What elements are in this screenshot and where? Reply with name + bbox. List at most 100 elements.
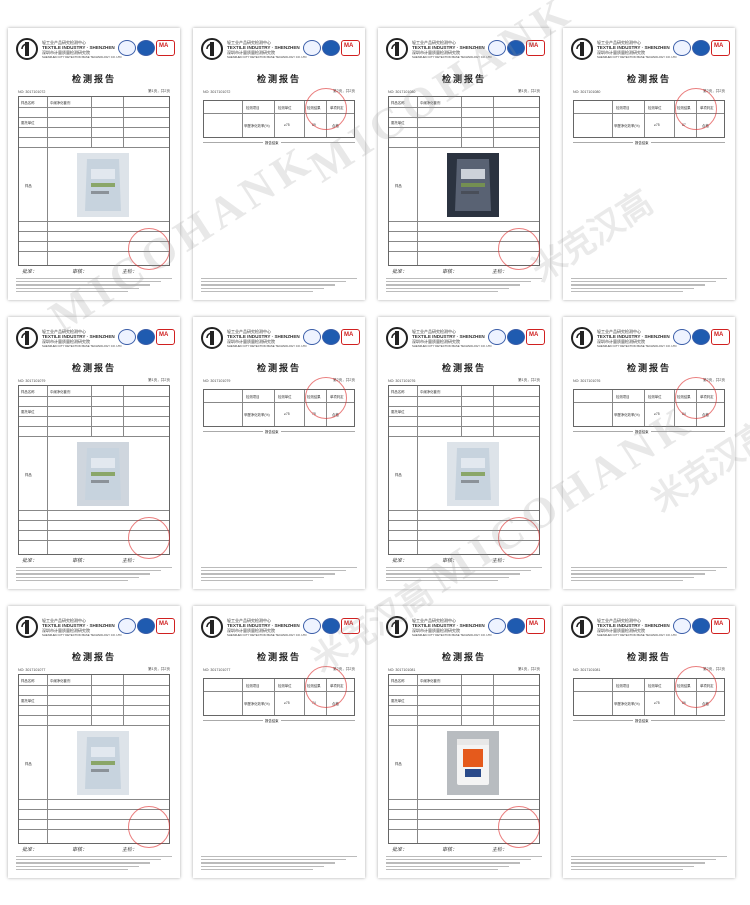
page-footer	[386, 856, 542, 874]
product-photo	[77, 731, 129, 795]
report-title: 检测报告	[256, 75, 301, 85]
footer-text-line	[201, 865, 325, 867]
accreditation-marks: MA	[673, 40, 730, 56]
org-name: 轻工业产品研究检测中心 TEXTILE INDUSTRY · SHENZHEN 深圳…	[227, 40, 307, 60]
report-number: NO: 3017101079	[203, 379, 231, 383]
footer-text-line	[201, 284, 336, 286]
cell-unit: ≥75	[654, 412, 660, 416]
footer-text-line	[571, 290, 684, 292]
report-header: 轻工业产品研究检测中心 TEXTILE INDUSTRY · SHENZHEN 深圳…	[386, 327, 545, 353]
org-name: 轻工业产品研究检测中心 TEXTILE INDUSTRY · SHENZHEN 深圳…	[227, 329, 307, 349]
ma-badge-text: MA	[159, 43, 169, 49]
table-row	[204, 113, 354, 114]
table-row	[19, 685, 169, 686]
table-row	[389, 221, 539, 222]
table-row	[19, 107, 169, 108]
footer-text-line	[16, 570, 162, 572]
client-label: 委托单位	[391, 410, 405, 414]
sample-info-table: 样品名称 中阑净化套剂 委托单位 样品	[388, 385, 540, 555]
page-indicator: 第1页，共2页	[518, 667, 540, 671]
report-title: 检测报告	[626, 75, 671, 85]
table-row	[389, 530, 539, 531]
sample-info-table: 样品名称 中阑净化套剂 委托单位 样品	[388, 96, 540, 266]
center-logo-icon	[16, 38, 38, 60]
table-row	[389, 406, 539, 407]
page-indicator: 第2页，共2页	[703, 378, 725, 382]
report-number: NO: 3017101081	[388, 668, 416, 672]
ma-badge-text: MA	[714, 43, 724, 49]
table-divider	[644, 101, 645, 137]
report-title: 检测报告	[441, 364, 486, 374]
org-sub-en: SHENZHEN CITY DETECTION BASE TECHNOLOGY …	[412, 344, 492, 348]
table-row	[19, 137, 169, 138]
table-divider	[91, 675, 92, 725]
footer-text-line	[571, 862, 706, 864]
table-row	[19, 725, 169, 726]
org-name-cn: 轻工业产品研究检测中心	[597, 40, 641, 45]
ma-badge-icon: MA	[156, 40, 175, 56]
table-row	[19, 406, 169, 407]
center-logo-icon	[386, 616, 408, 638]
cell-item: 甲醛净化效率(%)	[614, 124, 640, 128]
org-name-en: TEXTILE INDUSTRY · SHENZHEN	[597, 334, 670, 339]
table-row	[389, 436, 539, 437]
org-name-cn: 轻工业产品研究检测中心	[42, 40, 86, 45]
footer-text-line	[386, 579, 499, 581]
page-indicator: 第1页，共2页	[148, 89, 170, 93]
sample-photo-label: 样品	[25, 762, 32, 766]
accreditation-marks: MA	[673, 618, 730, 634]
accreditation-marks: MA	[118, 618, 175, 634]
cell-unit: ≥75	[654, 123, 660, 127]
org-sub-en: SHENZHEN CITY DETECTION BASE TECHNOLOGY …	[227, 633, 307, 637]
sample-label: 样品名称	[391, 679, 405, 683]
client-label: 委托单位	[21, 121, 35, 125]
page-indicator: 第1页，共2页	[518, 378, 540, 382]
page-indicator: 第2页，共2页	[703, 89, 725, 93]
table-divider	[674, 101, 675, 137]
footer-text-line	[571, 281, 717, 283]
cell-item: 甲醛净化效率(%)	[244, 413, 270, 417]
sample-info-table: 样品名称 中阑净化套剂 委托单位 样品	[18, 385, 170, 555]
inspector-signature: 主检：	[122, 558, 138, 564]
table-divider	[612, 390, 613, 426]
report-page: 轻工业产品研究检测中心 TEXTILE INDUSTRY · SHENZHEN 深圳…	[193, 28, 365, 300]
cell-unit: ≥75	[284, 412, 290, 416]
footer-text-line	[571, 859, 717, 861]
report-number: NO: 3017101080	[573, 90, 601, 94]
sample-info-table: 样品名称 中阑净化套剂 委托单位 样品	[388, 674, 540, 844]
org-sub-cn: 深圳市计量质量检测研究院	[412, 50, 460, 55]
accreditation-marks: MA	[303, 618, 360, 634]
product-photo	[447, 442, 499, 506]
table-row	[574, 402, 724, 403]
table-divider	[417, 386, 418, 554]
table-row	[389, 127, 539, 128]
cnas-badge-icon	[322, 40, 340, 56]
report-page: 轻工业产品研究检测中心 TEXTILE INDUSTRY · SHENZHEN 深圳…	[378, 28, 550, 300]
client-label: 委托单位	[391, 699, 405, 703]
reviewer-signature: 审核：	[442, 847, 458, 853]
org-name: 轻工业产品研究检测中心 TEXTILE INDUSTRY · SHENZHEN 深圳…	[227, 618, 307, 638]
sample-photo-label: 样品	[395, 184, 402, 188]
table-row	[19, 705, 169, 706]
org-name: 轻工业产品研究检测中心 TEXTILE INDUSTRY · SHENZHEN 深圳…	[412, 40, 492, 60]
cell-item: 甲醛净化效率(%)	[244, 124, 270, 128]
accreditation-marks: MA	[118, 329, 175, 345]
org-name-en: TEXTILE INDUSTRY · SHENZHEN	[227, 45, 300, 50]
org-name-cn: 轻工业产品研究检测中心	[412, 329, 456, 334]
product-photo	[77, 442, 129, 506]
ilac-mra-badge-icon	[673, 329, 691, 345]
org-sub-en: SHENZHEN CITY DETECTION BASE TECHNOLOGY …	[597, 344, 677, 348]
org-name: 轻工业产品研究检测中心 TEXTILE INDUSTRY · SHENZHEN 深圳…	[42, 40, 122, 60]
table-divider	[47, 97, 48, 265]
org-name-en: TEXTILE INDUSTRY · SHENZHEN	[42, 623, 115, 628]
ma-badge-text: MA	[344, 43, 354, 49]
org-sub-en: SHENZHEN CITY DETECTION BASE TECHNOLOGY …	[597, 55, 677, 59]
approver-signature: 批准：	[392, 269, 408, 275]
accreditation-marks: MA	[303, 40, 360, 56]
accreditation-marks: MA	[303, 329, 360, 345]
report-header: 轻工业产品研究检测中心 TEXTILE INDUSTRY · SHENZHEN 深圳…	[386, 38, 545, 64]
table-row	[389, 819, 539, 820]
page-indicator: 第2页，共2页	[703, 667, 725, 671]
table-row	[19, 809, 169, 810]
col-unit: 检测单位	[648, 106, 662, 110]
